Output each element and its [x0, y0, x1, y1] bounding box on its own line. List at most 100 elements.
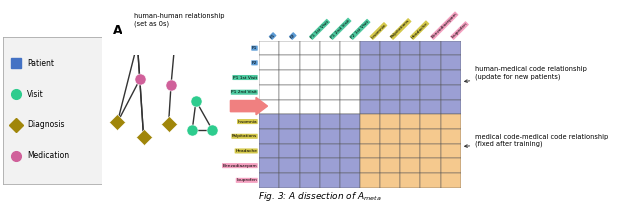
Bar: [340, 144, 360, 158]
Bar: [380, 129, 401, 144]
Bar: [360, 144, 380, 158]
Bar: [401, 85, 420, 100]
Bar: [320, 114, 340, 129]
Bar: [440, 70, 461, 85]
Text: P1: P1: [252, 46, 257, 50]
Bar: [340, 55, 360, 70]
Bar: [300, 85, 320, 100]
Text: Benzodiazepam: Benzodiazepam: [431, 12, 458, 39]
Bar: [259, 41, 280, 55]
Bar: [259, 114, 280, 129]
Bar: [360, 173, 380, 188]
Bar: [300, 114, 320, 129]
Bar: [420, 158, 440, 173]
Text: Ibuprofen: Ibuprofen: [451, 22, 468, 39]
Text: Visit: Visit: [27, 90, 44, 99]
Bar: [340, 158, 360, 173]
Bar: [280, 41, 300, 55]
Bar: [401, 129, 420, 144]
Bar: [259, 70, 280, 85]
Bar: [320, 41, 340, 55]
Text: Diagnosis: Diagnosis: [27, 120, 65, 129]
Bar: [300, 129, 320, 144]
Text: P2: P2: [289, 33, 296, 39]
Bar: [380, 41, 401, 55]
Bar: [380, 70, 401, 85]
Text: P1 1st Visit: P1 1st Visit: [233, 75, 257, 80]
Bar: [440, 129, 461, 144]
Bar: [360, 70, 380, 85]
Bar: [420, 129, 440, 144]
Bar: [280, 129, 300, 144]
Bar: [440, 55, 461, 70]
Bar: [340, 41, 360, 55]
Bar: [320, 173, 340, 188]
Bar: [360, 85, 380, 100]
Text: P1 2nd Visit: P1 2nd Visit: [330, 18, 351, 39]
Bar: [401, 41, 420, 55]
Bar: [280, 100, 300, 114]
Bar: [440, 173, 461, 188]
Bar: [440, 85, 461, 100]
Bar: [320, 85, 340, 100]
Bar: [300, 70, 320, 85]
Bar: [340, 114, 360, 129]
Bar: [420, 114, 440, 129]
Bar: [401, 158, 420, 173]
Bar: [340, 70, 360, 85]
Bar: [280, 144, 300, 158]
Text: P2 1st Visit: P2 1st Visit: [350, 19, 370, 39]
Bar: [420, 70, 440, 85]
Bar: [320, 129, 340, 144]
Text: medical code-medical code relationship
(fixed after training): medical code-medical code relationship (…: [465, 134, 609, 147]
Bar: [300, 144, 320, 158]
Bar: [300, 100, 320, 114]
Bar: [401, 144, 420, 158]
Bar: [401, 100, 420, 114]
Bar: [280, 173, 300, 188]
Bar: [440, 158, 461, 173]
Bar: [420, 100, 440, 114]
Bar: [420, 41, 440, 55]
Text: P2: P2: [252, 61, 257, 65]
Bar: [300, 41, 320, 55]
Bar: [259, 144, 280, 158]
Bar: [401, 70, 420, 85]
Bar: [259, 55, 280, 70]
Bar: [360, 100, 380, 114]
Bar: [360, 55, 380, 70]
Bar: [440, 100, 461, 114]
Text: Ibuprofen: Ibuprofen: [236, 178, 257, 182]
Text: Patient: Patient: [27, 59, 54, 68]
Bar: [280, 55, 300, 70]
Bar: [280, 70, 300, 85]
Bar: [300, 55, 320, 70]
Text: human-human relationship
(set as 0s): human-human relationship (set as 0s): [134, 13, 225, 27]
Bar: [380, 158, 401, 173]
Bar: [320, 144, 340, 158]
Bar: [340, 129, 360, 144]
Bar: [320, 70, 340, 85]
Bar: [401, 114, 420, 129]
Bar: [360, 114, 380, 129]
Bar: [340, 85, 360, 100]
Bar: [300, 158, 320, 173]
Text: Headache: Headache: [410, 21, 429, 39]
Text: P1: P1: [269, 33, 276, 39]
Text: Medication: Medication: [27, 151, 69, 160]
Text: P2 1st Visit: P2 1st Visit: [233, 105, 257, 109]
Bar: [259, 173, 280, 188]
Bar: [280, 158, 300, 173]
Text: Benzodiazepam: Benzodiazepam: [223, 164, 257, 168]
Bar: [440, 144, 461, 158]
Bar: [360, 129, 380, 144]
Bar: [420, 173, 440, 188]
Bar: [320, 158, 340, 173]
Bar: [380, 173, 401, 188]
Bar: [280, 85, 300, 100]
Text: Insomnia: Insomnia: [370, 23, 387, 39]
Bar: [259, 100, 280, 114]
Text: Fig. 3: A dissection of $A_{meta}$: Fig. 3: A dissection of $A_{meta}$: [258, 190, 382, 203]
Bar: [320, 100, 340, 114]
Text: $\mathbf{A}_{meta}$: $\mathbf{A}_{meta}$: [113, 24, 147, 39]
